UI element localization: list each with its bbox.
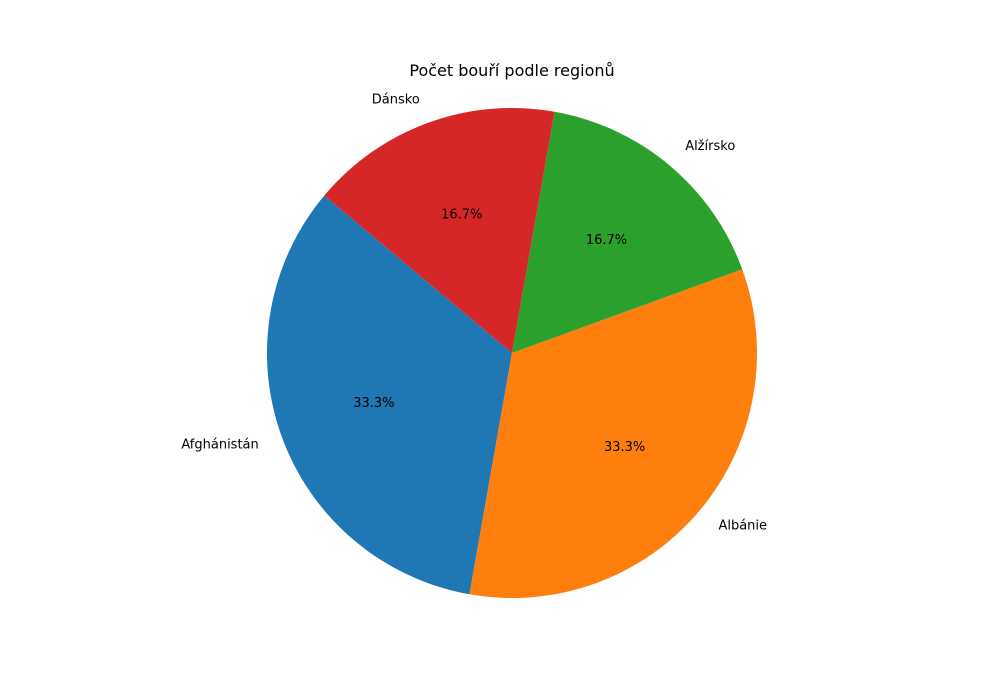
slice-label-afghanistan: Afghánistán (181, 438, 258, 453)
slice-percent-afghanistan: 33.3% (353, 396, 394, 411)
slice-percent-dansko: 16.7% (441, 207, 482, 222)
pie-slice-albanie (469, 269, 757, 598)
slice-label-dansko: Dánsko (372, 92, 420, 107)
slice-percent-alzirsko: 16.7% (586, 233, 627, 248)
slice-label-alzirsko: Alžírsko (685, 139, 735, 154)
pie-slice-afghanistan (267, 195, 512, 595)
pie-slices (267, 107, 757, 598)
pie-slice-dansko (324, 107, 555, 353)
slice-percent-albanie: 33.3% (604, 440, 645, 455)
chart-title: Počet bouří podle regionů (409, 61, 614, 80)
slice-label-albanie: Albánie (718, 519, 767, 534)
pie-labels: Afghánistán 33.3% Albánie 33.3% Alžírsko 16.7… (181, 92, 767, 533)
pie-slice-alzirsko (512, 111, 743, 353)
